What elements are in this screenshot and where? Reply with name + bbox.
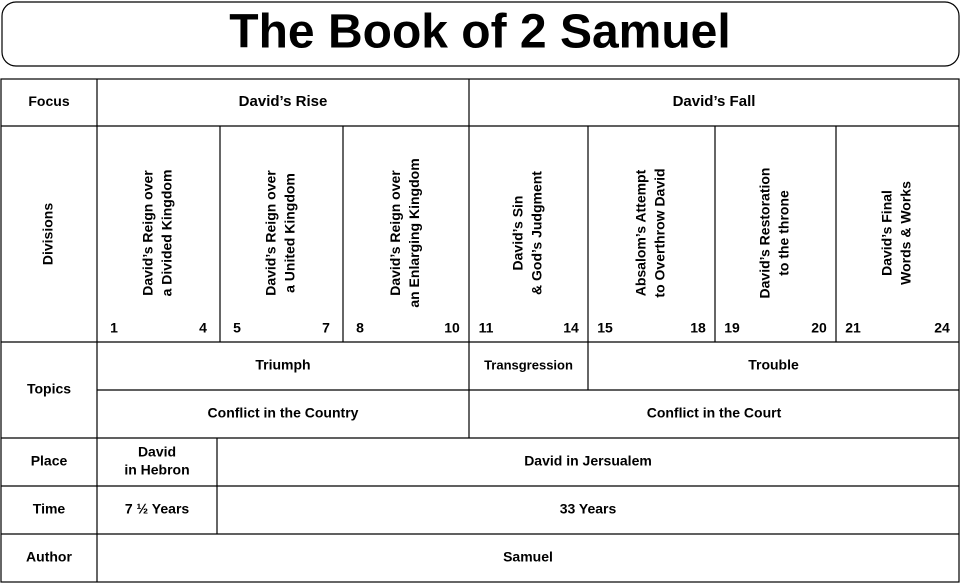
time: 33 Years	[560, 501, 617, 517]
setting: Conflict in the Court	[647, 405, 782, 421]
division-text: David’s Final	[879, 190, 895, 276]
division-text: David’s Reign over	[387, 170, 403, 296]
chapter-end: 7	[322, 320, 330, 336]
chapter-start: 15	[597, 320, 613, 336]
chapter-start: 19	[724, 320, 740, 336]
topic: Triumph	[255, 357, 310, 373]
division-text: David’s Sin	[510, 196, 526, 271]
division-text: an Enlarging Kingdom	[406, 158, 422, 307]
place: David in Jersualem	[524, 453, 652, 469]
chapter-start: 11	[479, 320, 494, 336]
division-text: & God’s Judgment	[529, 171, 545, 295]
row-label: Time	[33, 501, 66, 517]
place: David	[138, 444, 176, 460]
row-label: Focus	[28, 93, 69, 109]
focus: David’s Rise	[239, 93, 328, 110]
division-text: to Overthrow David	[652, 168, 668, 297]
row-label: Place	[31, 453, 68, 469]
chapter-start: 5	[233, 320, 241, 336]
chapter-start: 1	[110, 320, 118, 336]
chapter-end: 10	[444, 320, 460, 336]
chapter-end: 20	[811, 320, 827, 336]
title-box	[1, 1, 960, 67]
topic: Transgression	[484, 357, 573, 372]
chapter-end: 4	[199, 320, 207, 336]
division-text: David’s Restoration	[757, 168, 773, 299]
focus: David’s Fall	[673, 93, 756, 110]
time: 7 ½ Years	[125, 501, 190, 517]
row-label: Topics	[27, 381, 71, 397]
chapter-end: 14	[563, 320, 579, 336]
division-text: to the throne	[776, 190, 792, 276]
division-text: Words & Works	[898, 181, 914, 285]
division-text: David’s Reign over	[140, 170, 156, 296]
chapter-start: 21	[845, 320, 861, 336]
row-label: Author	[26, 549, 72, 565]
division-text: David’s Reign over	[263, 170, 279, 296]
chapter-start: 8	[356, 320, 364, 336]
setting: Conflict in the Country	[208, 405, 359, 421]
division-text: Absalom’s Attempt	[633, 169, 649, 296]
row-label: Divisions	[40, 203, 56, 265]
division-text: a Divided Kingdom	[159, 170, 175, 297]
topic: Trouble	[748, 357, 799, 373]
chapter-end: 24	[934, 320, 950, 336]
author: Samuel	[503, 549, 553, 565]
table-border	[0, 78, 960, 583]
title: The Book of 2 Samuel	[229, 6, 730, 59]
division-text: a United Kingdom	[282, 173, 298, 293]
chapter-end: 18	[690, 320, 706, 336]
place: in Hebron	[124, 462, 189, 478]
